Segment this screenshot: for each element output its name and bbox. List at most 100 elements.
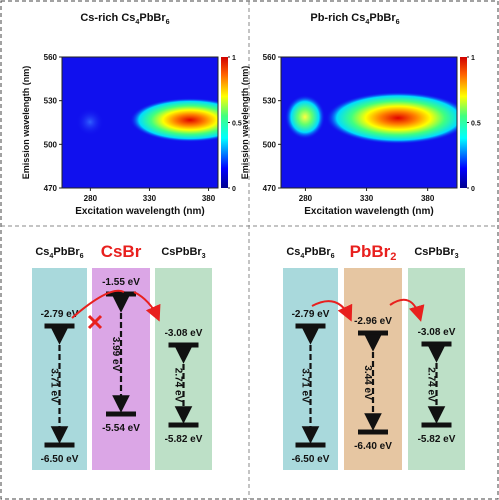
level-bar bbox=[421, 341, 452, 347]
level-label: -5.82 eV bbox=[418, 434, 456, 445]
x-tick-label: 380 bbox=[421, 194, 435, 203]
level-bar bbox=[358, 429, 388, 435]
material-name: CsPbBr3 bbox=[414, 246, 458, 260]
colorbar-label: 0 bbox=[471, 186, 475, 193]
text-part: 4 bbox=[135, 18, 139, 26]
y-tick-label: 470 bbox=[263, 184, 277, 193]
level-label: -5.82 eV bbox=[165, 434, 203, 445]
text-part: 4 bbox=[365, 18, 369, 26]
level-label: -2.79 eV bbox=[292, 309, 330, 320]
y-axis-label: Emission wavelength (nm) bbox=[21, 66, 31, 180]
material-name: Cs4PbBr6 bbox=[286, 246, 334, 260]
text-part: 4 bbox=[300, 252, 304, 260]
transfer-arrow bbox=[133, 291, 161, 322]
plot-frame bbox=[280, 56, 458, 189]
y-tick-label: 530 bbox=[44, 97, 58, 106]
gap-label: 3.71 eV bbox=[300, 368, 311, 403]
text-part: 2 bbox=[390, 251, 396, 263]
y-tick-label: 500 bbox=[44, 140, 58, 149]
x-axis-label: Excitation wavelength (nm) bbox=[75, 206, 204, 217]
colorbar bbox=[221, 57, 228, 188]
level-label: -1.55 eV bbox=[102, 277, 140, 288]
text-part: 6 bbox=[80, 252, 84, 260]
level-bar bbox=[168, 342, 199, 348]
colorbar bbox=[460, 57, 467, 188]
level-bar bbox=[44, 442, 75, 448]
material-name: CsBr bbox=[101, 242, 142, 261]
level-label: -6.50 eV bbox=[292, 454, 330, 465]
x-tick-label: 330 bbox=[143, 194, 157, 203]
level-bar bbox=[44, 323, 75, 329]
text-part: PbBr bbox=[369, 12, 396, 24]
y-axis-label: Emission wavelength (nm) bbox=[240, 66, 250, 180]
heatmap-blob bbox=[326, 92, 457, 144]
level-label: -5.54 eV bbox=[102, 423, 140, 434]
panel-title: Pb-rich Cs4PbBr6 bbox=[310, 12, 399, 26]
transfer-arrow bbox=[311, 300, 353, 322]
colorbar-label: 1 bbox=[232, 55, 236, 62]
text-part: Pb-rich Cs bbox=[310, 12, 365, 24]
material-name: PbBr2 bbox=[350, 242, 397, 263]
x-tick-label: 280 bbox=[299, 194, 313, 203]
text-part: 6 bbox=[166, 18, 170, 26]
heatmap bbox=[62, 57, 218, 188]
level-label: -6.40 eV bbox=[354, 441, 392, 452]
colorbar-label: 0 bbox=[232, 186, 236, 193]
level-bar bbox=[421, 422, 452, 428]
panel-title: Cs-rich Cs4PbBr6 bbox=[80, 12, 169, 26]
material-name: CsPbBr3 bbox=[161, 246, 205, 260]
gap-label: 2.74 eV bbox=[426, 367, 437, 402]
text-part: CsPbBr bbox=[161, 246, 202, 258]
level-bar bbox=[295, 323, 326, 329]
colorbar-label: 0.5 bbox=[471, 121, 481, 128]
level-label: -2.96 eV bbox=[354, 316, 392, 327]
gap-label: 3.99 eV bbox=[110, 337, 121, 372]
x-axis-label: Excitation wavelength (nm) bbox=[304, 206, 433, 217]
x-tick-label: 380 bbox=[202, 194, 216, 203]
text-part: CsBr bbox=[101, 242, 142, 261]
y-tick-label: 530 bbox=[263, 97, 277, 106]
transfer-arrow bbox=[71, 289, 125, 319]
heatmap-blob bbox=[76, 108, 104, 136]
text-part: PbBr bbox=[53, 246, 80, 258]
y-tick-label: 560 bbox=[44, 53, 58, 62]
level-label: -6.50 eV bbox=[41, 454, 79, 465]
transfer-arrow bbox=[389, 298, 425, 322]
text-part: Cs bbox=[35, 246, 49, 258]
heatmap-blob bbox=[285, 95, 325, 139]
level-bar bbox=[358, 330, 388, 336]
x-tick-label: 330 bbox=[360, 194, 374, 203]
colorbar-label: 1 bbox=[471, 55, 475, 62]
y-tick-label: 470 bbox=[44, 184, 58, 193]
text-part: PbBr bbox=[350, 242, 391, 261]
text-part: CsPbBr bbox=[414, 246, 455, 258]
level-bar bbox=[106, 411, 136, 417]
text-part: 6 bbox=[331, 252, 335, 260]
text-part: Cs-rich Cs bbox=[80, 12, 135, 24]
heatmap-blob bbox=[130, 98, 218, 142]
heatmap bbox=[281, 57, 457, 188]
text-part: 3 bbox=[202, 252, 206, 260]
level-bar bbox=[295, 442, 326, 448]
gap-label: 3.71 eV bbox=[49, 368, 60, 403]
text-part: PbBr bbox=[304, 246, 331, 258]
level-label: -2.79 eV bbox=[41, 309, 79, 320]
text-part: 4 bbox=[49, 252, 53, 260]
level-bar bbox=[168, 422, 199, 428]
y-tick-label: 560 bbox=[263, 53, 277, 62]
level-bar bbox=[106, 291, 136, 297]
gap-label: 3.44 eV bbox=[362, 365, 373, 400]
level-label: -3.08 eV bbox=[165, 328, 203, 339]
level-label: -3.08 eV bbox=[418, 327, 456, 338]
blocked-mark bbox=[87, 314, 103, 330]
text-part: 3 bbox=[455, 252, 459, 260]
y-tick-label: 500 bbox=[263, 140, 277, 149]
plot-frame bbox=[61, 56, 219, 189]
x-tick-label: 280 bbox=[84, 194, 98, 203]
gap-label: 2.74 eV bbox=[173, 368, 184, 403]
material-name: Cs4PbBr6 bbox=[35, 246, 83, 260]
text-part: 6 bbox=[396, 18, 400, 26]
text-part: Cs bbox=[286, 246, 300, 258]
